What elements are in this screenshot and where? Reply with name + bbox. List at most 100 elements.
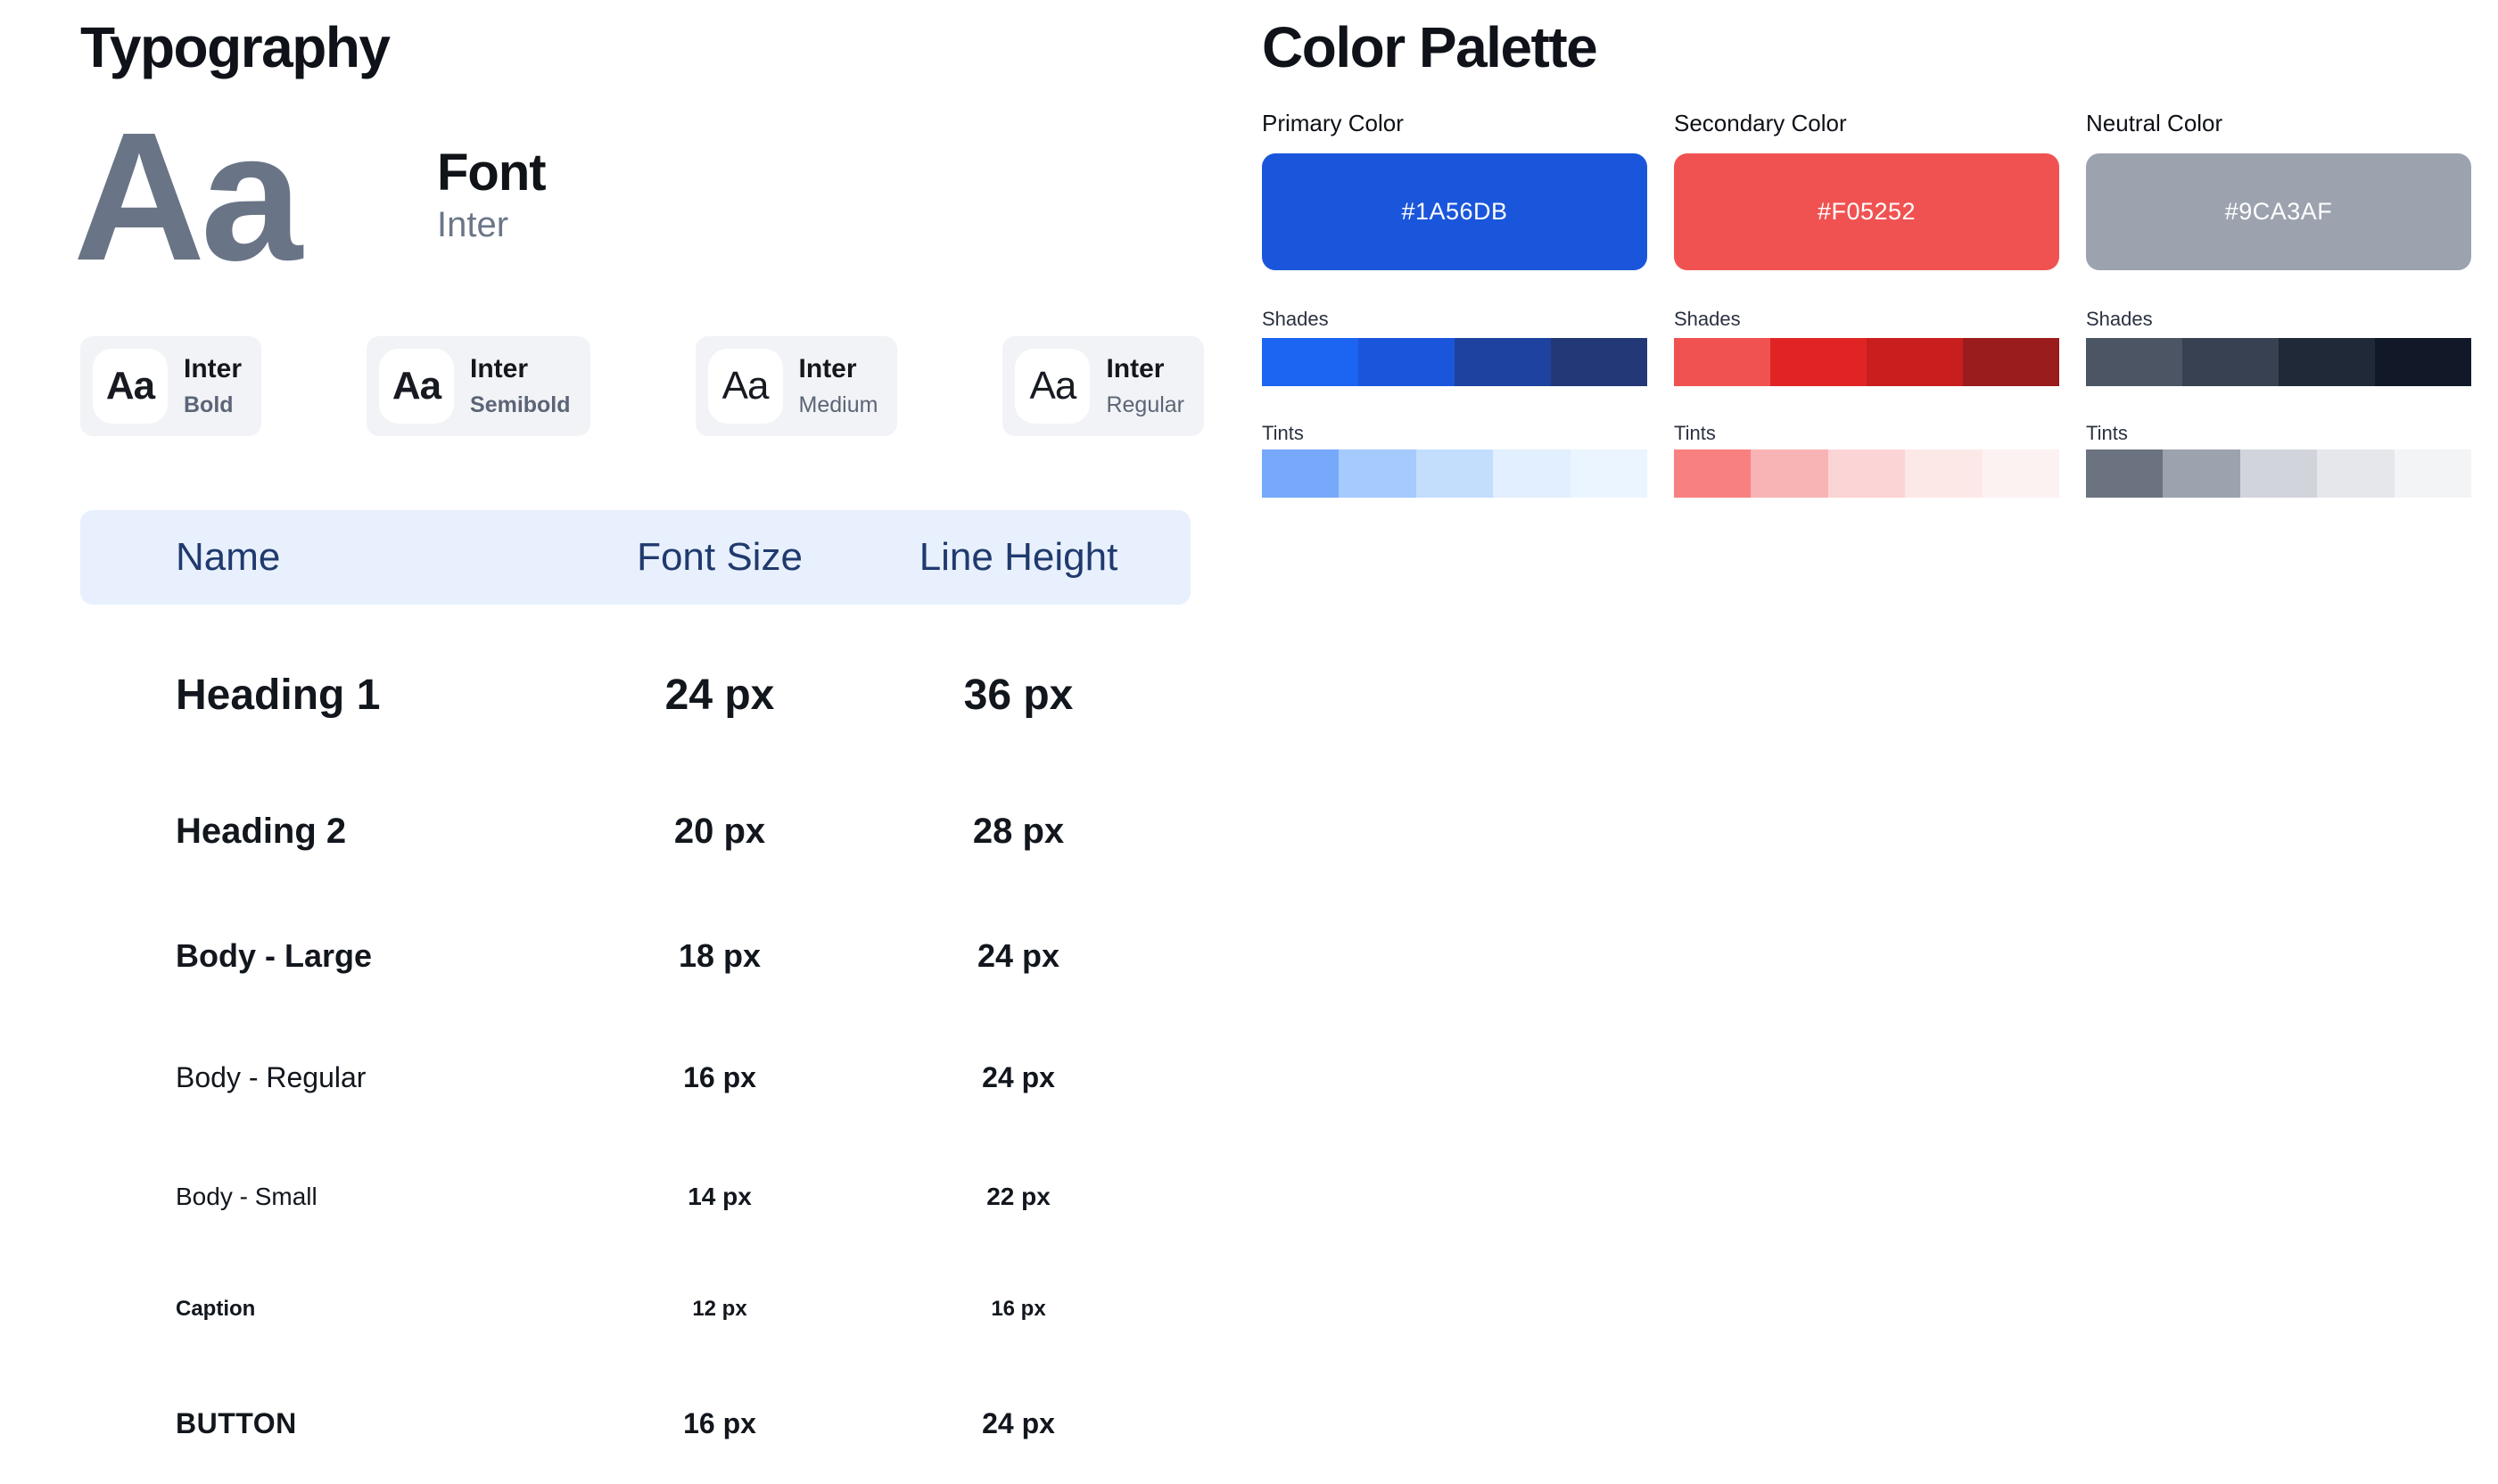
- tint-segment[interactable]: [1339, 449, 1416, 498]
- tints-label: Tints: [2086, 422, 2128, 444]
- weight-name-label: Semibold: [470, 392, 571, 417]
- table-row: Body - Regular 16 px 24 px: [80, 1017, 1191, 1138]
- row-line-height: 22 px: [986, 1183, 1051, 1210]
- color-swatch[interactable]: #9CA3AF: [2086, 153, 2471, 270]
- header-cell-line-height: Line Height: [919, 535, 1118, 579]
- weight-name-label: Medium: [798, 392, 878, 417]
- row-font-size: 14 px: [688, 1183, 752, 1210]
- weight-family-label: Inter: [470, 354, 529, 383]
- weight-card-text: Inter Medium: [799, 354, 878, 418]
- weight-sample-aa: Aa: [379, 349, 455, 424]
- color-hex-label: #1A56DB: [1401, 198, 1508, 225]
- shade-segment[interactable]: [1963, 338, 2059, 386]
- shade-segment[interactable]: [1551, 338, 1647, 386]
- table-row: Caption 12 px 16 px: [80, 1256, 1191, 1363]
- weight-family-label: Inter: [184, 354, 243, 383]
- tints-bar: [2086, 449, 2472, 498]
- shade-segment[interactable]: [2375, 338, 2471, 386]
- weight-family-label: Inter: [798, 354, 857, 383]
- shade-segment[interactable]: [1455, 338, 1551, 386]
- shade-segment[interactable]: [1358, 338, 1455, 386]
- shade-segment[interactable]: [1674, 338, 1770, 386]
- tints-bar: [1674, 449, 2060, 498]
- tint-segment[interactable]: [1751, 449, 1828, 498]
- table-row: Heading 1 24 px 36 px: [80, 624, 1191, 767]
- palette-column-label: Neutral Color: [2086, 110, 2223, 136]
- shades-bar: [1262, 338, 1647, 386]
- tint-segment[interactable]: [2317, 449, 2395, 498]
- type-scale-table-header: Name Font Size Line Height: [80, 510, 1191, 605]
- shade-segment[interactable]: [1867, 338, 1963, 386]
- weight-card: Aa Inter Bold: [80, 336, 262, 436]
- weight-card-text: Inter Semibold: [470, 354, 571, 418]
- shade-segment[interactable]: [2086, 338, 2182, 386]
- color-hex-label: #9CA3AF: [2224, 198, 2333, 225]
- tint-segment[interactable]: [2163, 449, 2240, 498]
- header-cell-name: Name: [176, 535, 281, 579]
- shades-bar: [1674, 338, 2059, 386]
- font-label: Font: [437, 144, 547, 202]
- color-swatch[interactable]: #F05252: [1674, 153, 2059, 270]
- tint-segment[interactable]: [2394, 449, 2472, 498]
- shade-segment[interactable]: [2279, 338, 2375, 386]
- table-row: Heading 2 20 px 28 px: [80, 767, 1191, 895]
- shade-segment[interactable]: [2182, 338, 2279, 386]
- weight-card-text: Inter Regular: [1106, 354, 1184, 418]
- row-name: Heading 1: [176, 672, 381, 719]
- row-name: Body - Small: [176, 1183, 317, 1210]
- tint-segment[interactable]: [1570, 449, 1648, 498]
- weight-card-text: Inter Bold: [184, 354, 242, 418]
- shades-label: Shades: [1674, 308, 1741, 330]
- tints-label: Tints: [1262, 422, 1304, 444]
- row-font-size: 12 px: [692, 1297, 747, 1321]
- row-line-height: 24 px: [977, 937, 1060, 974]
- palette-column-label: Primary Color: [1262, 110, 1404, 136]
- tint-segment[interactable]: [2086, 449, 2164, 498]
- weight-name-label: Bold: [184, 392, 234, 417]
- table-row: BUTTON 16 px 24 px: [80, 1363, 1191, 1484]
- row-font-size: 20 px: [673, 812, 766, 851]
- palette-column: Neutral Color #9CA3AF Shades Tints: [2086, 110, 2472, 498]
- row-name: Heading 2: [176, 812, 347, 851]
- row-line-height: 24 px: [982, 1061, 1055, 1093]
- row-name: BUTTON: [176, 1407, 297, 1439]
- table-row: Body - Small 14 px 22 px: [80, 1138, 1191, 1256]
- color-palette-title: Color Palette: [1262, 15, 1598, 79]
- weight-sample-aa: Aa: [707, 349, 783, 424]
- row-font-size: 16 px: [683, 1407, 756, 1439]
- weight-card: Aa Inter Regular: [1002, 336, 1205, 436]
- palette-column-label: Secondary Color: [1674, 110, 1847, 136]
- weight-sample-aa: Aa: [93, 349, 168, 424]
- tint-segment[interactable]: [1493, 449, 1571, 498]
- row-font-size: 18 px: [678, 937, 762, 974]
- typography-title: Typography: [80, 15, 391, 79]
- row-name: Body - Regular: [176, 1061, 367, 1093]
- row-font-size: 24 px: [664, 672, 775, 719]
- shade-segment[interactable]: [1262, 338, 1358, 386]
- tint-segment[interactable]: [1905, 449, 1983, 498]
- tint-segment[interactable]: [1262, 449, 1340, 498]
- row-name: Body - Large: [176, 937, 373, 974]
- row-line-height: 36 px: [963, 672, 1074, 719]
- palette-columns: Primary Color #1A56DB Shades Tints Secondary…: [1262, 110, 2472, 498]
- tints-label: Tints: [1674, 422, 1716, 444]
- row-line-height: 16 px: [991, 1297, 1046, 1321]
- tint-segment[interactable]: [2239, 449, 2318, 498]
- shade-segment[interactable]: [1770, 338, 1867, 386]
- tint-segment[interactable]: [1982, 449, 2060, 498]
- shades-label: Shades: [2086, 308, 2153, 330]
- weight-card: Aa Inter Semibold: [367, 336, 590, 436]
- palette-column: Secondary Color #F05252 Shades Tints: [1674, 110, 2060, 498]
- row-name: Caption: [176, 1297, 256, 1321]
- tint-segment[interactable]: [1415, 449, 1494, 498]
- color-hex-label: #F05252: [1817, 198, 1917, 225]
- tints-bar: [1262, 449, 1648, 498]
- palette-column: Primary Color #1A56DB Shades Tints: [1262, 110, 1648, 498]
- tint-segment[interactable]: [1827, 449, 1906, 498]
- color-swatch[interactable]: #1A56DB: [1262, 153, 1647, 270]
- tint-segment[interactable]: [1674, 449, 1752, 498]
- table-row: Body - Large 18 px 24 px: [80, 895, 1191, 1017]
- font-name: Inter: [437, 205, 509, 244]
- row-line-height: 28 px: [972, 812, 1065, 851]
- weight-sample-aa: Aa: [1015, 349, 1091, 424]
